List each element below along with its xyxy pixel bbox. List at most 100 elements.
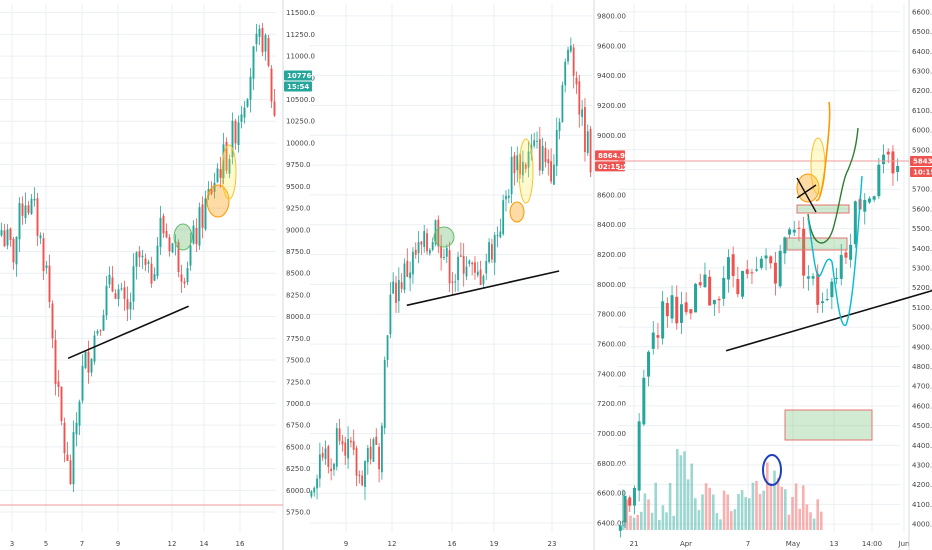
y-tick-label: 9250.0 xyxy=(286,205,311,213)
y-tick-label: 9000.0 xyxy=(286,226,311,234)
candle-timer-label: 10:15:54 xyxy=(913,169,932,177)
candle-body xyxy=(896,165,900,173)
candle-body xyxy=(675,296,679,324)
y-tick-label: 8200.00 xyxy=(597,251,626,259)
candle-body xyxy=(216,168,219,182)
y-tick-label: 4900.0 xyxy=(912,343,932,351)
candle-body xyxy=(258,28,261,37)
candle-body xyxy=(806,276,810,279)
volume-bar xyxy=(762,490,765,530)
volume-bar xyxy=(791,496,794,530)
candle-body xyxy=(694,283,698,313)
candle-body xyxy=(440,245,443,259)
candle-body xyxy=(246,99,249,107)
volume-bar xyxy=(744,497,747,530)
candle-body xyxy=(797,227,801,229)
candle-body xyxy=(177,242,180,273)
candle-body xyxy=(352,441,355,450)
candle-body xyxy=(330,468,333,472)
candle-body xyxy=(189,245,192,266)
candle-body xyxy=(689,309,693,314)
candle-body xyxy=(364,460,366,487)
volume-bar xyxy=(773,470,776,530)
candle-body xyxy=(465,266,468,277)
y-tick-label: 11250.0 xyxy=(286,31,315,39)
x-tick-label: 16 xyxy=(236,540,245,548)
candle-body xyxy=(180,274,183,282)
candle-body xyxy=(81,365,84,401)
candle-body xyxy=(270,68,273,102)
candle-body xyxy=(252,46,255,79)
candle-body xyxy=(437,219,440,247)
candle-body xyxy=(750,272,754,274)
candle-body xyxy=(321,452,324,458)
candle-body xyxy=(156,245,159,277)
candle-body xyxy=(505,195,507,200)
candle-body xyxy=(835,278,839,280)
y-tick-label: 8750.0 xyxy=(286,248,311,256)
y-tick-label: 8600.00 xyxy=(597,191,626,199)
y-tick-label: 5400.0 xyxy=(912,245,932,253)
volume-bar xyxy=(647,499,650,530)
y-tick-label: 5900.0 xyxy=(912,146,932,154)
candle-body xyxy=(335,428,338,467)
highlight-ellipse-green xyxy=(173,223,193,251)
candle-body xyxy=(273,101,276,116)
candle-body xyxy=(310,491,313,497)
candle-body xyxy=(811,276,815,279)
candle-body xyxy=(428,249,431,254)
candle-body xyxy=(39,235,42,239)
candle-body xyxy=(147,261,150,264)
candle-body xyxy=(15,236,18,265)
volume-bar xyxy=(798,508,801,530)
candle-body xyxy=(261,27,264,53)
volume-bar xyxy=(668,482,672,530)
candle-body xyxy=(249,76,252,100)
candle-body xyxy=(420,241,423,245)
resistance-zone-box xyxy=(786,237,848,251)
candle-body xyxy=(527,151,530,168)
volume-bar xyxy=(802,485,805,530)
y-tick-label: 11500.0 xyxy=(286,9,315,17)
candle-body xyxy=(679,304,683,323)
candle-body xyxy=(849,244,853,260)
volume-bar xyxy=(636,514,639,530)
candle-body xyxy=(381,425,383,473)
candle-body xyxy=(476,271,479,276)
last-price-label: 5843.0 xyxy=(913,158,932,166)
candle-body xyxy=(213,182,216,192)
candle-body xyxy=(839,254,843,279)
candle-body xyxy=(21,203,24,216)
candle-body xyxy=(538,139,541,171)
y-tick-label: 6250.0 xyxy=(286,465,311,473)
y-tick-label: 10250.0 xyxy=(286,118,315,126)
candle-body xyxy=(479,269,482,286)
candle-body xyxy=(482,275,485,285)
candle-body xyxy=(42,238,45,271)
candle-body xyxy=(135,252,138,267)
candle-body xyxy=(69,460,72,484)
candle-body xyxy=(195,227,198,245)
support-trendline xyxy=(725,289,932,352)
x-tick-label: 19 xyxy=(490,540,499,548)
candle-body xyxy=(656,335,660,338)
y-tick-label: 7200.00 xyxy=(597,400,626,408)
candle-body xyxy=(372,439,375,462)
x-tick-label: Jun xyxy=(898,540,910,548)
candle-body xyxy=(561,85,564,123)
volume-bar xyxy=(672,515,675,530)
y-tick-label: 5300.0 xyxy=(912,265,932,273)
candle-body xyxy=(445,247,448,257)
candle-body xyxy=(186,268,189,283)
candle-body xyxy=(168,237,171,252)
candle-body xyxy=(400,282,403,289)
y-tick-label: 10000.0 xyxy=(286,139,315,147)
y-tick-label: 4600.0 xyxy=(912,402,932,410)
x-tick-label: May xyxy=(786,540,800,548)
candle-body xyxy=(891,151,895,174)
y-tick-label: 11000.0 xyxy=(286,53,315,61)
y-tick-label: 5700.0 xyxy=(912,186,932,194)
y-tick-label: 6400.0 xyxy=(912,48,932,56)
volume-bar xyxy=(755,480,758,530)
candle-body xyxy=(96,331,99,334)
